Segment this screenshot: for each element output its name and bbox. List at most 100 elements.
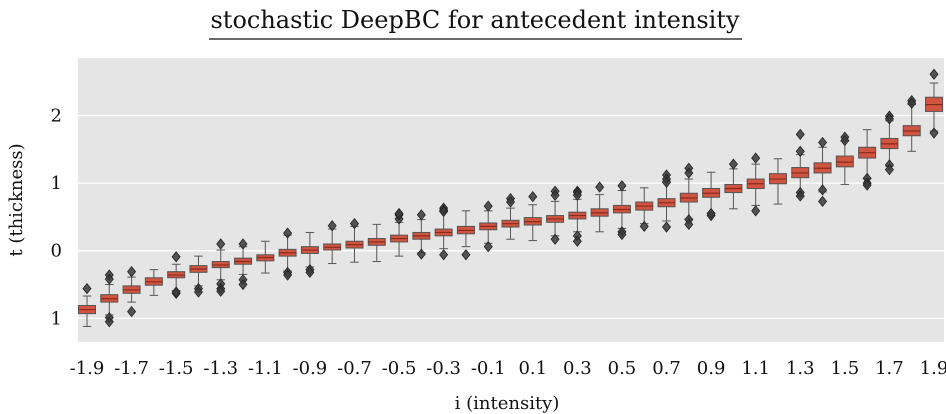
- x-tick-label: 1.9: [920, 358, 946, 379]
- outlier-marker: [238, 238, 248, 250]
- outlier-marker: [439, 249, 449, 261]
- x-tick-label: 0.5: [608, 358, 637, 379]
- outlier-marker: [728, 158, 738, 170]
- outlier-marker: [327, 220, 337, 232]
- outlier-marker: [684, 167, 694, 179]
- box--0.1: [479, 200, 498, 253]
- box--1.2: [234, 238, 253, 291]
- x-tick-label: -0.3: [426, 358, 461, 379]
- box--1.9: [78, 282, 96, 327]
- outlier-marker: [929, 68, 939, 80]
- outlier-marker: [461, 249, 471, 261]
- outlier-marker: [795, 190, 805, 202]
- y-tick-label: 1: [51, 308, 62, 329]
- box-iqr: [835, 155, 854, 168]
- outlier-marker: [483, 241, 493, 253]
- box--0.9: [300, 231, 319, 278]
- box-0.4: [590, 181, 609, 233]
- box-1.9: [925, 68, 943, 139]
- outlier-marker: [483, 200, 493, 212]
- x-tick-label: 1.7: [875, 358, 904, 379]
- x-tick-label: 1.5: [831, 358, 860, 379]
- box-1.6: [858, 129, 877, 191]
- outlier-marker: [818, 136, 828, 149]
- box-1.5: [835, 131, 854, 185]
- x-tick-label: 1.1: [741, 358, 770, 379]
- outlier-marker: [550, 233, 560, 245]
- y-tick-labels: 1 0 1 2: [51, 105, 62, 329]
- box-0.9: [702, 171, 721, 222]
- outlier-marker: [283, 227, 293, 239]
- outlier-marker: [528, 190, 538, 203]
- box--1.7: [122, 266, 141, 318]
- box-0.8: [679, 162, 698, 230]
- box-0.6: [635, 187, 654, 233]
- y-tick-label: 0: [51, 241, 62, 262]
- outlier-marker: [929, 127, 939, 139]
- x-tick-label: -1.7: [114, 358, 149, 379]
- box--1.3: [211, 238, 230, 297]
- x-tick-label: 1.3: [786, 358, 815, 379]
- x-tick-label: -0.7: [337, 358, 372, 379]
- outlier-marker: [818, 184, 828, 196]
- outlier-marker: [818, 195, 828, 207]
- x-tick-label: -1.1: [248, 358, 283, 379]
- box--1.4: [189, 255, 208, 298]
- outlier-marker: [795, 145, 805, 157]
- outlier-marker: [572, 189, 582, 201]
- outlier-marker: [171, 286, 181, 298]
- outlier-marker: [283, 269, 293, 281]
- box-0.7: [657, 169, 676, 233]
- box-1.1: [746, 152, 765, 217]
- gridlines: [78, 114, 944, 319]
- outlier-marker: [216, 285, 226, 297]
- box--1.8: [100, 269, 119, 328]
- box-0.5: [612, 180, 631, 241]
- box-1.8: [902, 94, 921, 152]
- outlier-marker: [305, 266, 315, 278]
- x-tick-label: -0.1: [471, 358, 506, 379]
- outlier-marker: [550, 189, 560, 201]
- outlier-marker: [572, 235, 582, 247]
- y-tick-label: 1: [51, 173, 62, 194]
- outlier-marker: [662, 221, 672, 233]
- x-tick-label: -0.5: [382, 358, 417, 379]
- box-1.0: [724, 158, 743, 210]
- box-0.1: [523, 190, 542, 242]
- outlier-marker: [127, 305, 137, 318]
- outlier-marker: [82, 282, 92, 295]
- x-tick-label: 0.9: [697, 358, 726, 379]
- outlier-marker: [171, 251, 181, 263]
- box--1.6: [144, 269, 163, 296]
- box--0.8: [323, 220, 342, 265]
- box-1.2: [768, 158, 787, 205]
- x-tick-label: 0.1: [518, 358, 547, 379]
- outlier-marker: [706, 207, 716, 220]
- outlier-marker: [127, 266, 137, 278]
- chart-title: stochastic DeepBC for antecedent intensi…: [210, 6, 739, 34]
- x-tick-label: -0.9: [293, 358, 328, 379]
- outlier-marker: [862, 179, 872, 191]
- outlier-marker: [751, 205, 761, 217]
- box--0.4: [412, 209, 431, 260]
- box--1.0: [278, 227, 297, 281]
- outlier-marker: [104, 316, 114, 328]
- box--0.7: [345, 218, 364, 263]
- outlier-marker: [617, 180, 627, 192]
- outlier-marker: [884, 113, 894, 125]
- y-axis-label: t (thickness): [6, 143, 27, 256]
- outlier-marker: [394, 207, 404, 220]
- box--0.2: [456, 210, 475, 261]
- box--0.6: [367, 223, 386, 263]
- box-0.0: [501, 193, 520, 240]
- outlier-marker: [662, 176, 672, 189]
- boxes: [78, 68, 943, 328]
- x-tick-labels: -1.9 -1.7 -1.5 -1.3 -1.1 -0.9 -0.7 -0.5 -0.3 -0.1…: [70, 358, 946, 379]
- outlier-marker: [795, 128, 805, 141]
- x-tick-label: 0.7: [652, 358, 681, 379]
- box-0.3: [568, 185, 587, 247]
- box-1.3: [791, 128, 810, 202]
- outlier-marker: [238, 278, 248, 291]
- x-tick-label: 0.3: [563, 358, 592, 379]
